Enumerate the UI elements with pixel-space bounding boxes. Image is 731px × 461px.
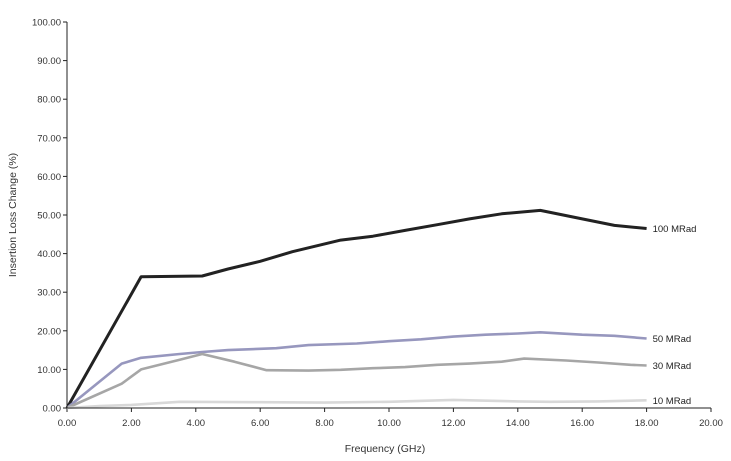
series-line-100-mrad xyxy=(65,208,647,409)
series-lines xyxy=(65,208,647,410)
series-line-50-mrad xyxy=(66,331,647,410)
x-tick-label: 4.00 xyxy=(187,418,206,429)
series-line-30-mrad xyxy=(66,352,647,410)
y-tick-label: 70.00 xyxy=(37,133,61,144)
y-tick-label: 100.00 xyxy=(32,18,61,29)
series-label-50-mrad: 50 MRad xyxy=(653,334,692,345)
x-tick-label: 20.00 xyxy=(699,418,723,429)
x-tick-label: 6.00 xyxy=(251,418,270,429)
y-tick-label: 20.00 xyxy=(37,326,61,337)
series-labels: 100 MRad 50 MRad 30 MRad 10 MRad xyxy=(653,224,697,407)
y-tick-label: 40.00 xyxy=(37,249,61,260)
y-axis-ticks: 0.00 10.00 20.00 30.00 40.00 50.00 60.00 70.00 8… xyxy=(32,18,67,415)
x-axis-title: Frequency (GHz) xyxy=(345,443,426,455)
y-tick-label: 60.00 xyxy=(37,172,61,183)
x-tick-label: 8.00 xyxy=(315,418,334,429)
x-tick-label: 2.00 xyxy=(122,418,141,429)
y-tick-label: 30.00 xyxy=(37,288,61,299)
x-tick-label: 18.00 xyxy=(635,418,659,429)
x-tick-label: 12.00 xyxy=(442,418,466,429)
y-tick-label: 0.00 xyxy=(43,404,62,415)
x-tick-label: 16.00 xyxy=(570,418,594,429)
x-tick-label: 10.00 xyxy=(377,418,401,429)
series-label-10-mrad: 10 MRad xyxy=(653,396,692,407)
y-tick-label: 50.00 xyxy=(37,211,61,222)
series-label-30-mrad: 30 MRad xyxy=(653,361,692,372)
series-line-10-mrad xyxy=(66,398,647,410)
series-label-100-mrad: 100 MRad xyxy=(653,224,697,235)
y-tick-label: 80.00 xyxy=(37,95,61,106)
x-axis-ticks: 0.00 2.00 4.00 6.00 8.00 10.00 12.00 14.00 16.00… xyxy=(58,408,723,429)
y-tick-label: 10.00 xyxy=(37,365,61,376)
x-tick-label: 14.00 xyxy=(506,418,530,429)
x-tick-label: 0.00 xyxy=(58,418,77,429)
y-axis-title: Insertion Loss Change (%) xyxy=(7,153,19,277)
y-tick-label: 90.00 xyxy=(37,56,61,67)
